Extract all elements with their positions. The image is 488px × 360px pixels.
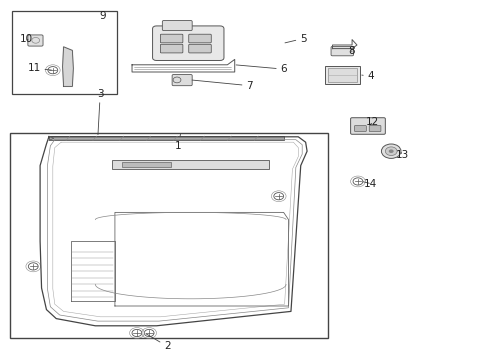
Text: 4: 4 [361, 71, 373, 81]
Text: 12: 12 [365, 117, 379, 127]
FancyBboxPatch shape [28, 35, 43, 46]
Bar [49, 136, 283, 140]
Text: 6: 6 [236, 64, 286, 74]
Bar [12, 11, 117, 94]
Text: 10: 10 [20, 34, 32, 44]
Text: 2: 2 [145, 334, 170, 351]
Bar [327, 68, 357, 82]
Bar [112, 160, 268, 169]
Text: 13: 13 [394, 150, 408, 160]
FancyBboxPatch shape [188, 34, 211, 43]
FancyBboxPatch shape [152, 26, 224, 60]
Text: 3: 3 [97, 89, 103, 135]
FancyBboxPatch shape [188, 44, 211, 53]
Text: 9: 9 [99, 11, 106, 21]
Text: 7: 7 [192, 80, 252, 91]
FancyBboxPatch shape [350, 118, 385, 134]
Circle shape [385, 147, 396, 156]
FancyBboxPatch shape [368, 126, 380, 131]
Circle shape [381, 144, 400, 158]
FancyBboxPatch shape [325, 66, 360, 84]
FancyBboxPatch shape [172, 75, 192, 86]
Text: 1: 1 [175, 134, 182, 151]
FancyBboxPatch shape [354, 126, 366, 131]
Text: 11: 11 [27, 63, 51, 73]
Bar [122, 162, 171, 167]
Text: 8: 8 [347, 46, 354, 56]
Polygon shape [62, 47, 73, 86]
Text: 5: 5 [285, 33, 306, 44]
FancyBboxPatch shape [330, 46, 353, 56]
Text: 14: 14 [363, 179, 377, 189]
Bar [10, 133, 327, 338]
FancyBboxPatch shape [160, 44, 183, 53]
FancyBboxPatch shape [160, 34, 183, 43]
Circle shape [388, 149, 393, 153]
FancyBboxPatch shape [162, 21, 192, 31]
